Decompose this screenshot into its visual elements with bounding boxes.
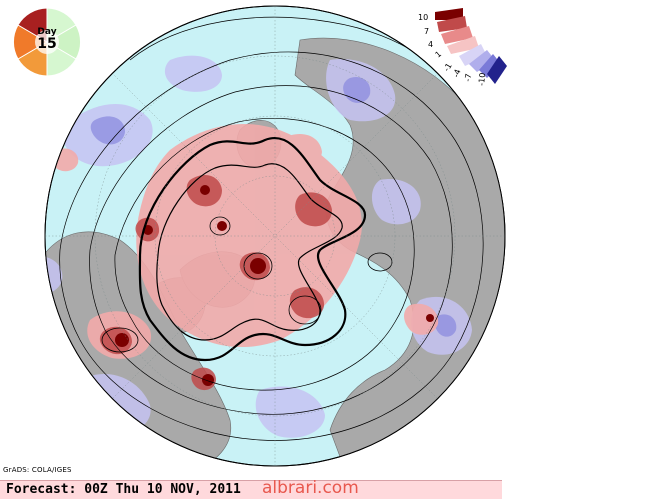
day-badge: Day 15 xyxy=(22,27,72,52)
legend-label-7: 7 xyxy=(424,27,429,36)
day-word: Day xyxy=(37,27,57,37)
legend-label-1: 1 xyxy=(434,49,444,59)
legend-swatch-4 xyxy=(441,26,473,44)
color-scale-labels: 10 7 4 1 -1 -4 -7 -10 xyxy=(418,13,487,86)
legend-label-m10: -10 xyxy=(477,72,487,86)
legend-swatch-m7 xyxy=(479,54,501,78)
legend-swatch-7 xyxy=(437,16,467,32)
positive-anomaly-strong xyxy=(115,185,434,386)
color-scale-legend xyxy=(435,8,507,84)
legend-label-m7: -7 xyxy=(463,73,473,82)
grads-credit: GrADS: COLA/IGES xyxy=(3,466,72,474)
legend-label-4: 4 xyxy=(428,40,433,49)
negative-anomaly-core xyxy=(90,76,457,337)
legend-swatch-m4 xyxy=(469,50,495,72)
day-number: 15 xyxy=(37,36,57,52)
lat-lon-grid xyxy=(45,6,505,466)
legend-label-m4: -4 xyxy=(451,68,462,79)
legend-swatch-m10 xyxy=(487,56,507,84)
legend-swatch-10 xyxy=(435,8,463,20)
forecast-footer: Forecast: 00Z Thu 10 NOV, 2011 albrari.c… xyxy=(0,478,502,499)
forecast-label: Forecast: 00Z Thu 10 NOV, 2011 xyxy=(6,482,241,497)
legend-swatch-m1 xyxy=(459,44,487,66)
legend-label-m1: -1 xyxy=(442,62,454,73)
day-indicator-wheel xyxy=(12,7,82,77)
legend-label-10: 10 xyxy=(418,13,428,22)
watermark: albrari.com xyxy=(262,478,359,498)
